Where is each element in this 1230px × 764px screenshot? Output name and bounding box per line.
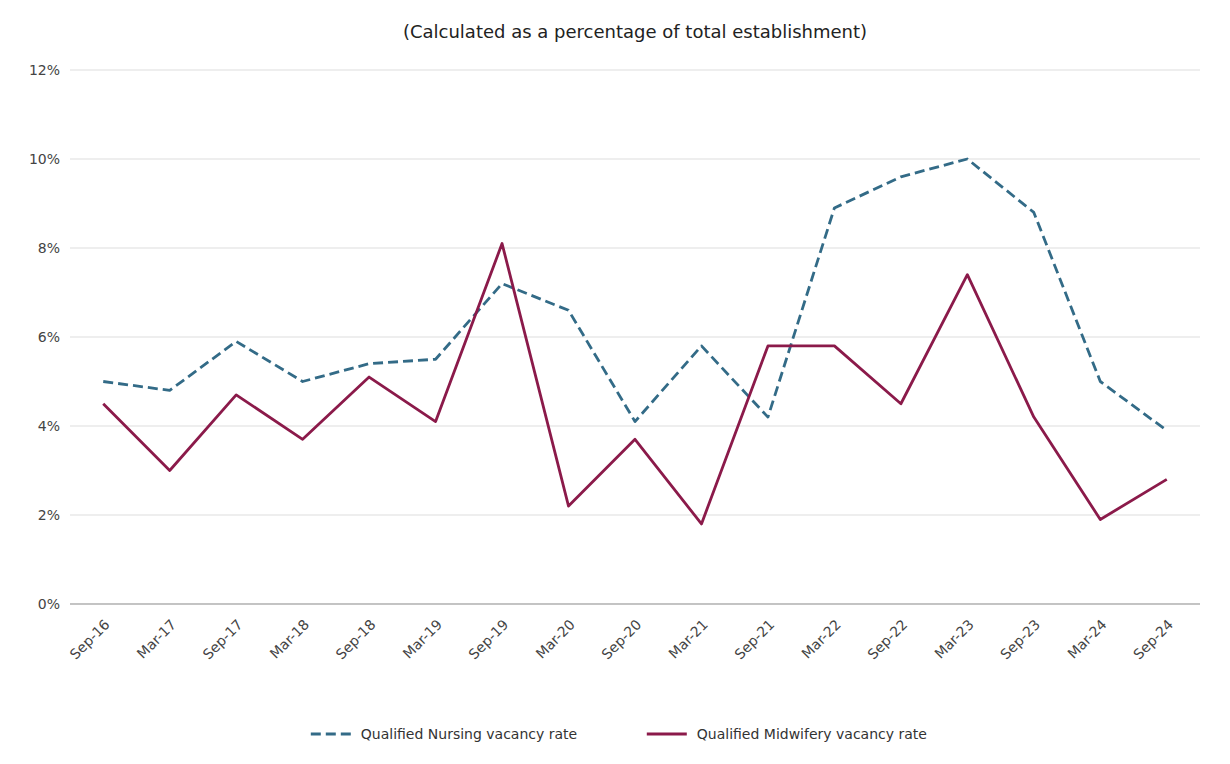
x-tick-label: Mar-20	[532, 616, 578, 662]
x-axis: Sep-16 Mar-17 Sep-17 Mar-18 Sep-18 Mar-19 Sep-…	[67, 616, 1177, 662]
chart-title: (Calculated as a percentage of total est…	[403, 21, 867, 42]
x-tick-label: Sep-21	[731, 616, 777, 662]
series-line	[103, 244, 1167, 524]
x-tick-label: Mar-24	[1064, 616, 1110, 662]
y-tick-label: 12%	[29, 62, 60, 78]
legend-label: Qualified Midwifery vacancy rate	[697, 726, 927, 742]
x-tick-label: Mar-19	[400, 616, 446, 662]
y-tick-label: 6%	[38, 329, 60, 345]
x-tick-label: Mar-18	[267, 616, 313, 662]
series-line	[103, 159, 1167, 430]
grid-line	[70, 248, 1200, 249]
x-tick-label: Mar-21	[665, 616, 711, 662]
x-tick-label: Sep-22	[864, 616, 910, 662]
x-tick-label: Mar-22	[798, 616, 844, 662]
y-tick-label: 2%	[38, 507, 60, 523]
legend-swatch	[647, 733, 687, 736]
x-tick-label: Sep-24	[1130, 616, 1176, 662]
y-tick-label: 8%	[38, 240, 60, 256]
x-tick-label: Sep-20	[598, 616, 644, 662]
grid-line	[70, 515, 1200, 516]
x-tick-label: Sep-19	[465, 616, 511, 662]
grid-line	[70, 604, 1200, 605]
legend: Qualified Nursing vacancy rate Qualified …	[311, 726, 927, 742]
y-axis: 0% 2% 4% 6% 8% 10% 12%	[29, 62, 1200, 612]
grid-line	[70, 337, 1200, 338]
grid-line	[70, 159, 1200, 160]
x-tick-label: Sep-18	[332, 616, 378, 662]
chart-container: (Calculated as a percentage of total est…	[0, 0, 1230, 764]
grid-line	[70, 70, 1200, 71]
legend-swatch	[311, 733, 351, 736]
y-tick-label: 4%	[38, 418, 60, 434]
x-tick-label: Sep-17	[200, 616, 246, 662]
y-tick-label: 0%	[38, 596, 60, 612]
x-tick-label: Sep-23	[997, 616, 1043, 662]
plot-lines	[103, 159, 1167, 524]
x-tick-label: Sep-16	[67, 616, 113, 662]
x-tick-label: Mar-17	[134, 616, 180, 662]
x-axis-line	[70, 604, 1200, 605]
chart-svg: (Calculated as a percentage of total est…	[0, 0, 1230, 764]
legend-label: Qualified Nursing vacancy rate	[361, 726, 577, 742]
grid-line	[70, 426, 1200, 427]
x-tick-label: Mar-23	[931, 616, 977, 662]
y-tick-label: 10%	[29, 151, 60, 167]
